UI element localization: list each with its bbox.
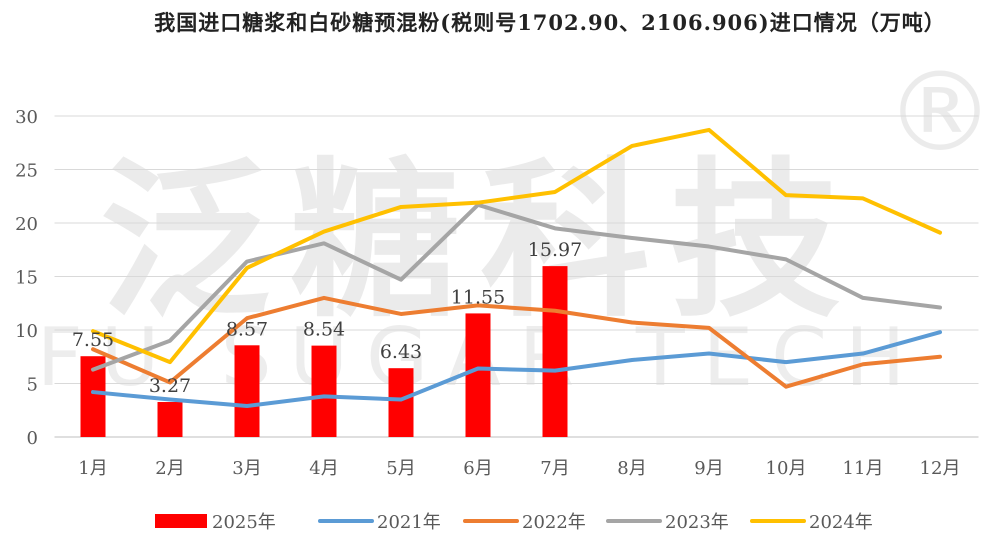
bar-data-label: 7.55 [72,329,114,351]
y-tick-label: 25 [15,161,38,182]
x-tick-label: 3月 [232,458,261,479]
bar-2025 [311,345,337,437]
legend-swatch [155,514,207,528]
legend-label: 2021年 [377,512,441,533]
legend-label: 2024年 [809,512,873,533]
legend-label: 2025年 [212,512,276,533]
line-2023年 [91,202,942,372]
y-tick-label: 20 [15,214,38,235]
x-tick-label: 2月 [155,458,184,479]
y-tick-label: 5 [27,375,38,396]
bar-2025 [465,313,491,437]
line-2021年 [91,330,942,408]
bar-data-label: 15.97 [528,239,582,261]
x-tick-label: 10月 [766,458,807,479]
legend-label: 2022年 [522,512,586,533]
x-tick-label: 8月 [617,458,646,479]
bar-data-label: 6.43 [380,341,422,363]
y-tick-label: 10 [15,321,38,342]
x-tick-label: 5月 [386,458,415,479]
watermark-mark: ® [885,48,995,176]
bar-2025 [388,368,414,437]
y-tick-label: 0 [27,428,38,449]
bar-data-label: 11.55 [451,286,505,308]
bar-data-label: 8.57 [226,318,268,340]
x-tick-label: 4月 [309,458,338,479]
chart-title: 我国进口糖浆和白砂糖预混粉(税则号1702.90、2106.906)进口情况（万… [154,10,946,35]
bar-data-label: 8.54 [303,319,345,341]
bar-data-label: 3.27 [149,375,191,397]
y-tick-label: 15 [15,268,38,289]
x-tick-label: 11月 [843,458,884,479]
bar-2025 [542,266,568,437]
y-tick-label: 30 [15,107,38,128]
line-2022年 [91,295,942,389]
bar-2025 [157,402,183,437]
legend-label: 2023年 [665,512,729,533]
x-tick-label: 6月 [463,458,492,479]
line-2024年 [91,127,942,365]
bar-2025 [234,345,260,437]
x-tick-label: 1月 [78,458,107,479]
x-tick-label: 7月 [540,458,569,479]
x-tick-label: 9月 [694,458,723,479]
x-tick-label: 12月 [920,458,961,479]
